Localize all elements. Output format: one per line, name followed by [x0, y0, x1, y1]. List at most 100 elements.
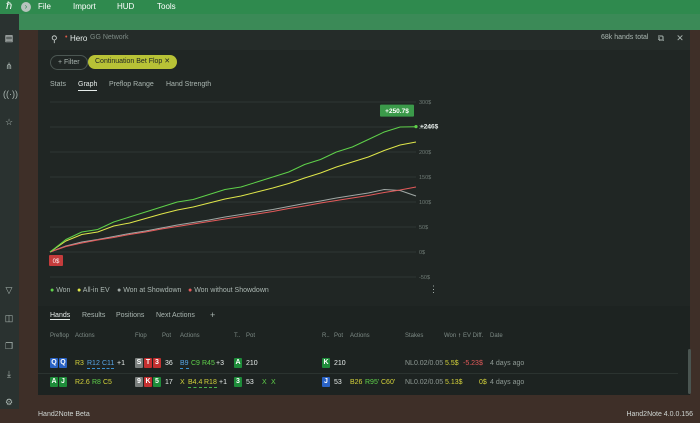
settings-icon[interactable]: ⚙	[4, 397, 14, 407]
tab-results[interactable]: Results	[82, 312, 106, 319]
river-action: R95'	[365, 379, 380, 386]
turn-card: A	[234, 358, 242, 368]
col-actions[interactable]: Actions	[75, 333, 95, 339]
won-end-dot	[414, 125, 418, 129]
tab-hand-strength[interactable]: Hand Strength	[166, 81, 212, 88]
add-filter-button[interactable]: + Filter	[50, 55, 88, 70]
river-card: K	[322, 358, 330, 368]
y-tick-label: 0$	[419, 250, 425, 256]
turn-pot: 53	[246, 379, 254, 386]
player-name[interactable]: Hero	[70, 34, 88, 43]
menu-file[interactable]: File	[38, 2, 51, 11]
legend-won-without-showdown[interactable]: ● Won without Showdown	[188, 287, 269, 294]
tab-preflop-range[interactable]: Preflop Range	[109, 81, 154, 88]
won-amount: 5.5$	[445, 360, 459, 367]
col-flop[interactable]: Flop	[135, 333, 147, 339]
add-tab-button[interactable]: +	[210, 310, 216, 320]
user-edit-icon[interactable]: ⚲	[51, 34, 58, 44]
star-icon[interactable]: ☆	[4, 117, 14, 127]
legend-allin-ev[interactable]: ● All-in EV	[77, 287, 110, 294]
col-actions[interactable]: Actions	[180, 333, 200, 339]
y-tick-label: 300$	[419, 100, 431, 106]
menu-import[interactable]: Import	[73, 2, 96, 11]
y-tick-label: 50$	[419, 225, 428, 231]
col-preflop[interactable]: Preflop	[50, 333, 70, 339]
col-ev-diff[interactable]: EV Diff.	[463, 333, 484, 339]
status-dot-icon: •	[65, 34, 68, 41]
preflop-action: R12	[87, 360, 100, 369]
menu-hud[interactable]: HUD	[117, 2, 135, 11]
sort-arrow-icon[interactable]: ↑	[458, 333, 461, 339]
col-turn[interactable]: T..	[234, 333, 241, 339]
graph-menu-icon[interactable]: ⋮	[429, 284, 438, 294]
preflop-action: C5	[103, 379, 112, 386]
hole-card: J	[59, 377, 67, 387]
download-icon[interactable]: ⤓	[7, 369, 11, 379]
preflop-action: R8	[92, 379, 101, 386]
layout-icon[interactable]: ◫	[4, 313, 14, 323]
hole-card: A	[50, 377, 58, 387]
flop-action: C9	[191, 360, 200, 367]
legend-won[interactable]: ● Won	[50, 287, 71, 294]
preflop-action-more[interactable]: +1	[117, 360, 125, 367]
won-end-label: +250.7$	[385, 108, 409, 115]
active-filter-label: Continuation Bet Flop	[95, 58, 163, 65]
won-amount: 5.13$	[445, 379, 463, 386]
col-river[interactable]: R..	[322, 333, 330, 339]
flop-action: B9	[180, 360, 189, 369]
broadcast-icon[interactable]: ((·))	[3, 89, 18, 99]
tab-stats[interactable]: Stats	[50, 81, 66, 88]
table-scrollbar[interactable]	[688, 349, 691, 394]
table-row[interactable]: Q Q R3 R12 C11 +1 S T 3 36 B9 C9 R45 +3 …	[38, 357, 678, 371]
hands-tabs: Hands Results Positions Next Actions +	[38, 310, 690, 324]
series-line	[49, 126, 417, 253]
turn-pot: 210	[246, 360, 258, 367]
filter-icon[interactable]: ▽	[5, 285, 13, 295]
close-icon[interactable]: ✕	[676, 33, 684, 43]
col-pot[interactable]: Pot	[162, 333, 172, 339]
tab-hands[interactable]: Hands	[50, 312, 71, 320]
col-won[interactable]: Won	[444, 333, 457, 339]
river-action: C60'	[381, 379, 396, 386]
turn-card: 3	[234, 377, 242, 387]
popout-icon[interactable]: ⧉	[657, 33, 665, 43]
back-arrow-icon[interactable]: ›	[21, 2, 31, 12]
y-tick-label: -50$	[419, 275, 430, 281]
flop-card: 9	[135, 377, 143, 387]
share-icon[interactable]: ⋔	[5, 61, 13, 71]
preflop-action: R3	[75, 360, 84, 367]
flop-action-more[interactable]: +1	[219, 379, 227, 386]
menu-bar: ℏ › File Import HUD Tools	[0, 0, 700, 14]
stats-tabs: Stats Graph Preflop Range Hand Strength	[38, 80, 690, 92]
menu-tools[interactable]: Tools	[157, 2, 176, 11]
turn-action: X	[271, 379, 276, 386]
won-end-badge	[380, 104, 414, 117]
tab-next-actions[interactable]: Next Actions	[156, 312, 195, 319]
table-row[interactable]: A J R2.6 R8 C5 9 K 5 17 X B4.4 R18 +1 3 …	[38, 373, 678, 390]
date: 4 days ago	[490, 360, 525, 367]
hole-card: Q	[59, 358, 67, 368]
file-icon[interactable]: ▤	[4, 33, 14, 43]
remove-filter-icon[interactable]: ✕	[164, 58, 171, 65]
copy-icon[interactable]: ❐	[4, 341, 14, 351]
sidebar: ▤ ⋔ ((·)) ☆ ▽ ◫ ❐ ⤓ ⚙	[0, 14, 19, 409]
col-stakes[interactable]: Stakes	[405, 333, 424, 339]
date: 4 days ago	[490, 379, 525, 386]
flop-action-more[interactable]: +3	[216, 360, 224, 367]
tab-graph[interactable]: Graph	[78, 80, 98, 91]
legend-won-at-showdown[interactable]: ● Won at Showdown	[117, 287, 182, 294]
active-filter-chip[interactable]: Continuation Bet Flop ✕	[88, 55, 178, 69]
status-bar: Hand2Note Beta Hand2Note 4.0.0.156	[19, 409, 700, 423]
col-actions[interactable]: Actions	[350, 333, 370, 339]
start-value-badge	[49, 255, 63, 266]
flop-action: B4.4	[188, 379, 203, 388]
col-date[interactable]: Date	[490, 333, 503, 339]
col-pot[interactable]: Pot	[334, 333, 344, 339]
tab-positions[interactable]: Positions	[116, 312, 145, 319]
status-version: Hand2Note 4.0.0.156	[626, 411, 693, 418]
series-line	[49, 141, 417, 253]
table-header: Preflop Actions Flop Pot Actions T.. Pot…	[38, 333, 678, 343]
ev-diff: -5.23$	[463, 360, 483, 367]
preflop-action: R2.6	[75, 379, 90, 386]
col-pot[interactable]: Pot	[246, 333, 256, 339]
